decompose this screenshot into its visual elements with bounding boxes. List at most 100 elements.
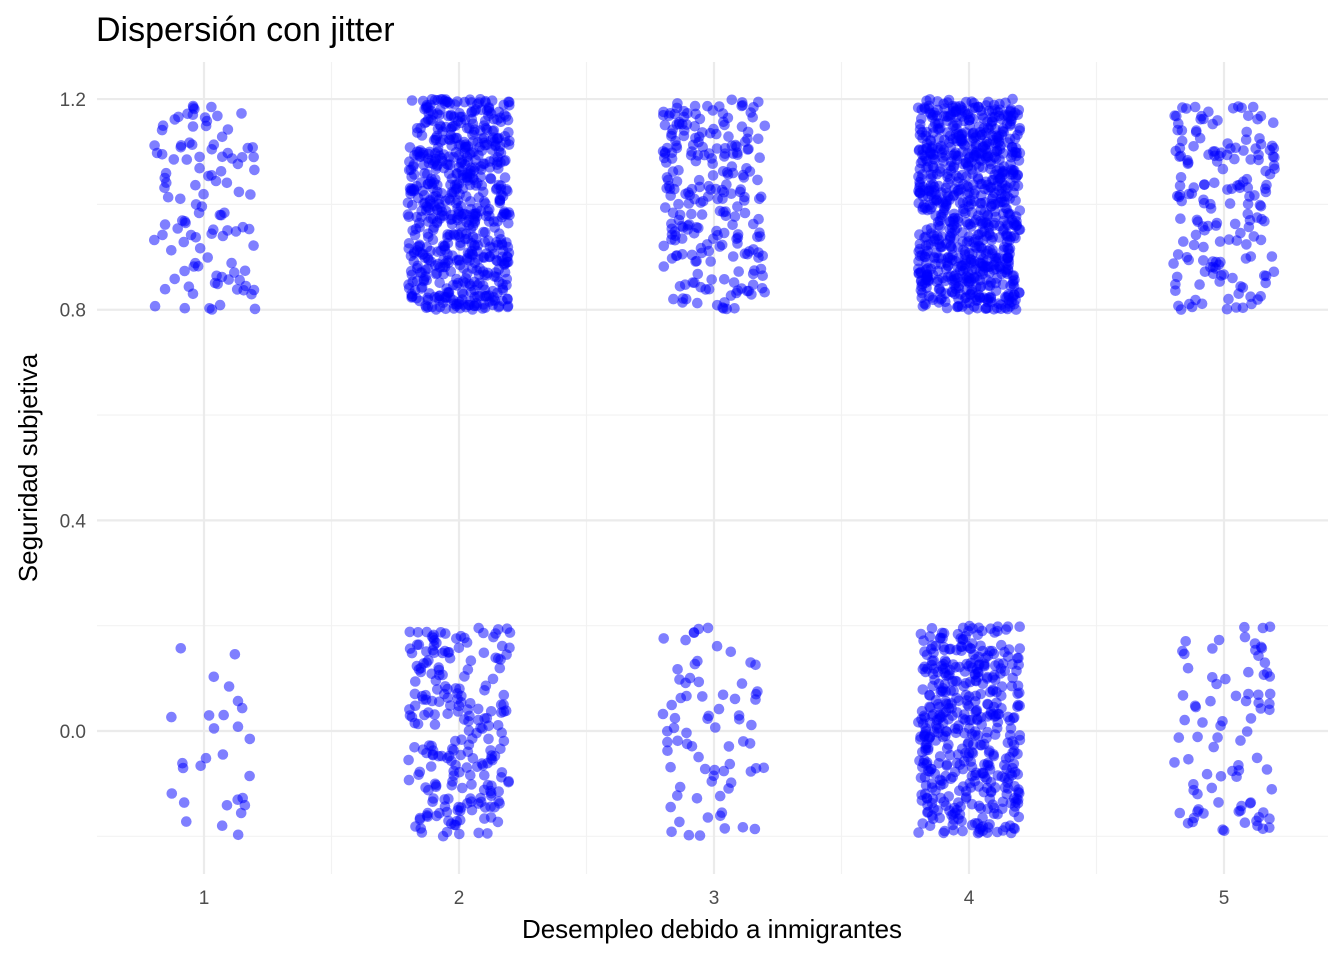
data-point <box>668 293 679 305</box>
data-point <box>746 719 757 731</box>
data-point <box>964 120 975 131</box>
data-point <box>674 781 686 793</box>
data-point <box>914 187 925 198</box>
data-point <box>668 722 680 734</box>
data-point <box>467 304 478 315</box>
data-point <box>976 243 988 254</box>
y-tick-label: 0.0 <box>60 722 86 743</box>
data-point <box>403 279 414 290</box>
data-point <box>938 796 950 808</box>
data-point <box>699 149 710 161</box>
data-point <box>914 755 925 766</box>
data-point <box>1260 165 1271 177</box>
data-point <box>490 652 502 664</box>
data-point <box>739 248 751 259</box>
data-point <box>967 739 979 750</box>
data-point <box>957 622 969 634</box>
data-point <box>958 178 969 190</box>
data-point <box>1218 825 1230 837</box>
data-point <box>1242 208 1254 220</box>
x-tick-label: 2 <box>454 888 465 909</box>
data-point <box>696 247 707 259</box>
data-point <box>1239 631 1251 643</box>
data-point <box>1190 229 1202 241</box>
data-point <box>1008 217 1020 229</box>
data-point <box>1193 804 1204 815</box>
data-point <box>175 643 187 654</box>
data-point <box>689 193 700 205</box>
data-point <box>423 107 435 119</box>
data-point <box>448 187 460 198</box>
data-point <box>680 293 692 305</box>
data-point <box>179 302 191 314</box>
data-point <box>159 219 171 230</box>
data-point <box>456 734 467 745</box>
data-point <box>406 647 418 659</box>
data-point <box>996 639 1007 651</box>
data-point <box>419 709 430 721</box>
data-point <box>984 745 995 756</box>
data-point <box>914 129 926 141</box>
data-point <box>987 672 998 683</box>
data-point <box>994 232 1005 243</box>
data-point <box>1013 652 1024 664</box>
data-point <box>412 627 424 638</box>
data-point <box>198 188 209 200</box>
data-point <box>409 169 420 180</box>
data-point <box>703 710 714 722</box>
data-point <box>1199 179 1210 190</box>
data-point <box>972 629 984 641</box>
x-tick-label: 3 <box>709 888 720 909</box>
data-point <box>427 182 439 194</box>
data-point <box>752 686 763 697</box>
data-point <box>715 810 726 822</box>
data-point <box>149 234 160 246</box>
data-point <box>941 302 953 314</box>
data-point <box>658 261 670 272</box>
data-point <box>1253 689 1264 701</box>
data-point <box>969 669 981 680</box>
data-point <box>221 800 233 811</box>
data-point <box>985 777 997 788</box>
data-point <box>700 284 711 295</box>
data-point <box>1227 272 1238 284</box>
data-point <box>985 292 997 304</box>
data-point <box>1223 234 1235 245</box>
data-point <box>660 147 671 158</box>
data-point <box>943 178 954 189</box>
data-point <box>415 823 427 834</box>
data-point <box>727 219 738 231</box>
data-point <box>238 285 249 296</box>
data-point <box>1242 198 1254 210</box>
data-point <box>1259 657 1271 668</box>
data-point <box>1201 768 1213 780</box>
data-point <box>1009 823 1020 834</box>
data-point <box>409 229 421 241</box>
data-point <box>687 139 699 151</box>
data-point <box>429 719 441 730</box>
data-point <box>243 223 255 235</box>
data-point <box>1182 662 1194 674</box>
data-point <box>973 289 984 301</box>
data-point <box>168 154 180 165</box>
data-point <box>186 139 198 150</box>
data-point <box>958 681 969 692</box>
data-point <box>488 292 500 303</box>
data-point <box>1243 110 1254 122</box>
data-point <box>986 201 997 212</box>
data-point <box>1004 729 1016 741</box>
data-point <box>1205 203 1217 214</box>
data-point <box>949 120 960 131</box>
data-point <box>194 243 206 254</box>
data-point <box>484 204 495 215</box>
data-point <box>972 302 983 314</box>
data-point <box>477 723 488 734</box>
data-point <box>492 624 504 635</box>
data-point <box>494 798 505 809</box>
data-point <box>1179 714 1190 726</box>
data-point <box>442 287 454 298</box>
data-point <box>1012 180 1024 192</box>
data-point <box>438 149 450 160</box>
data-point <box>947 659 959 670</box>
